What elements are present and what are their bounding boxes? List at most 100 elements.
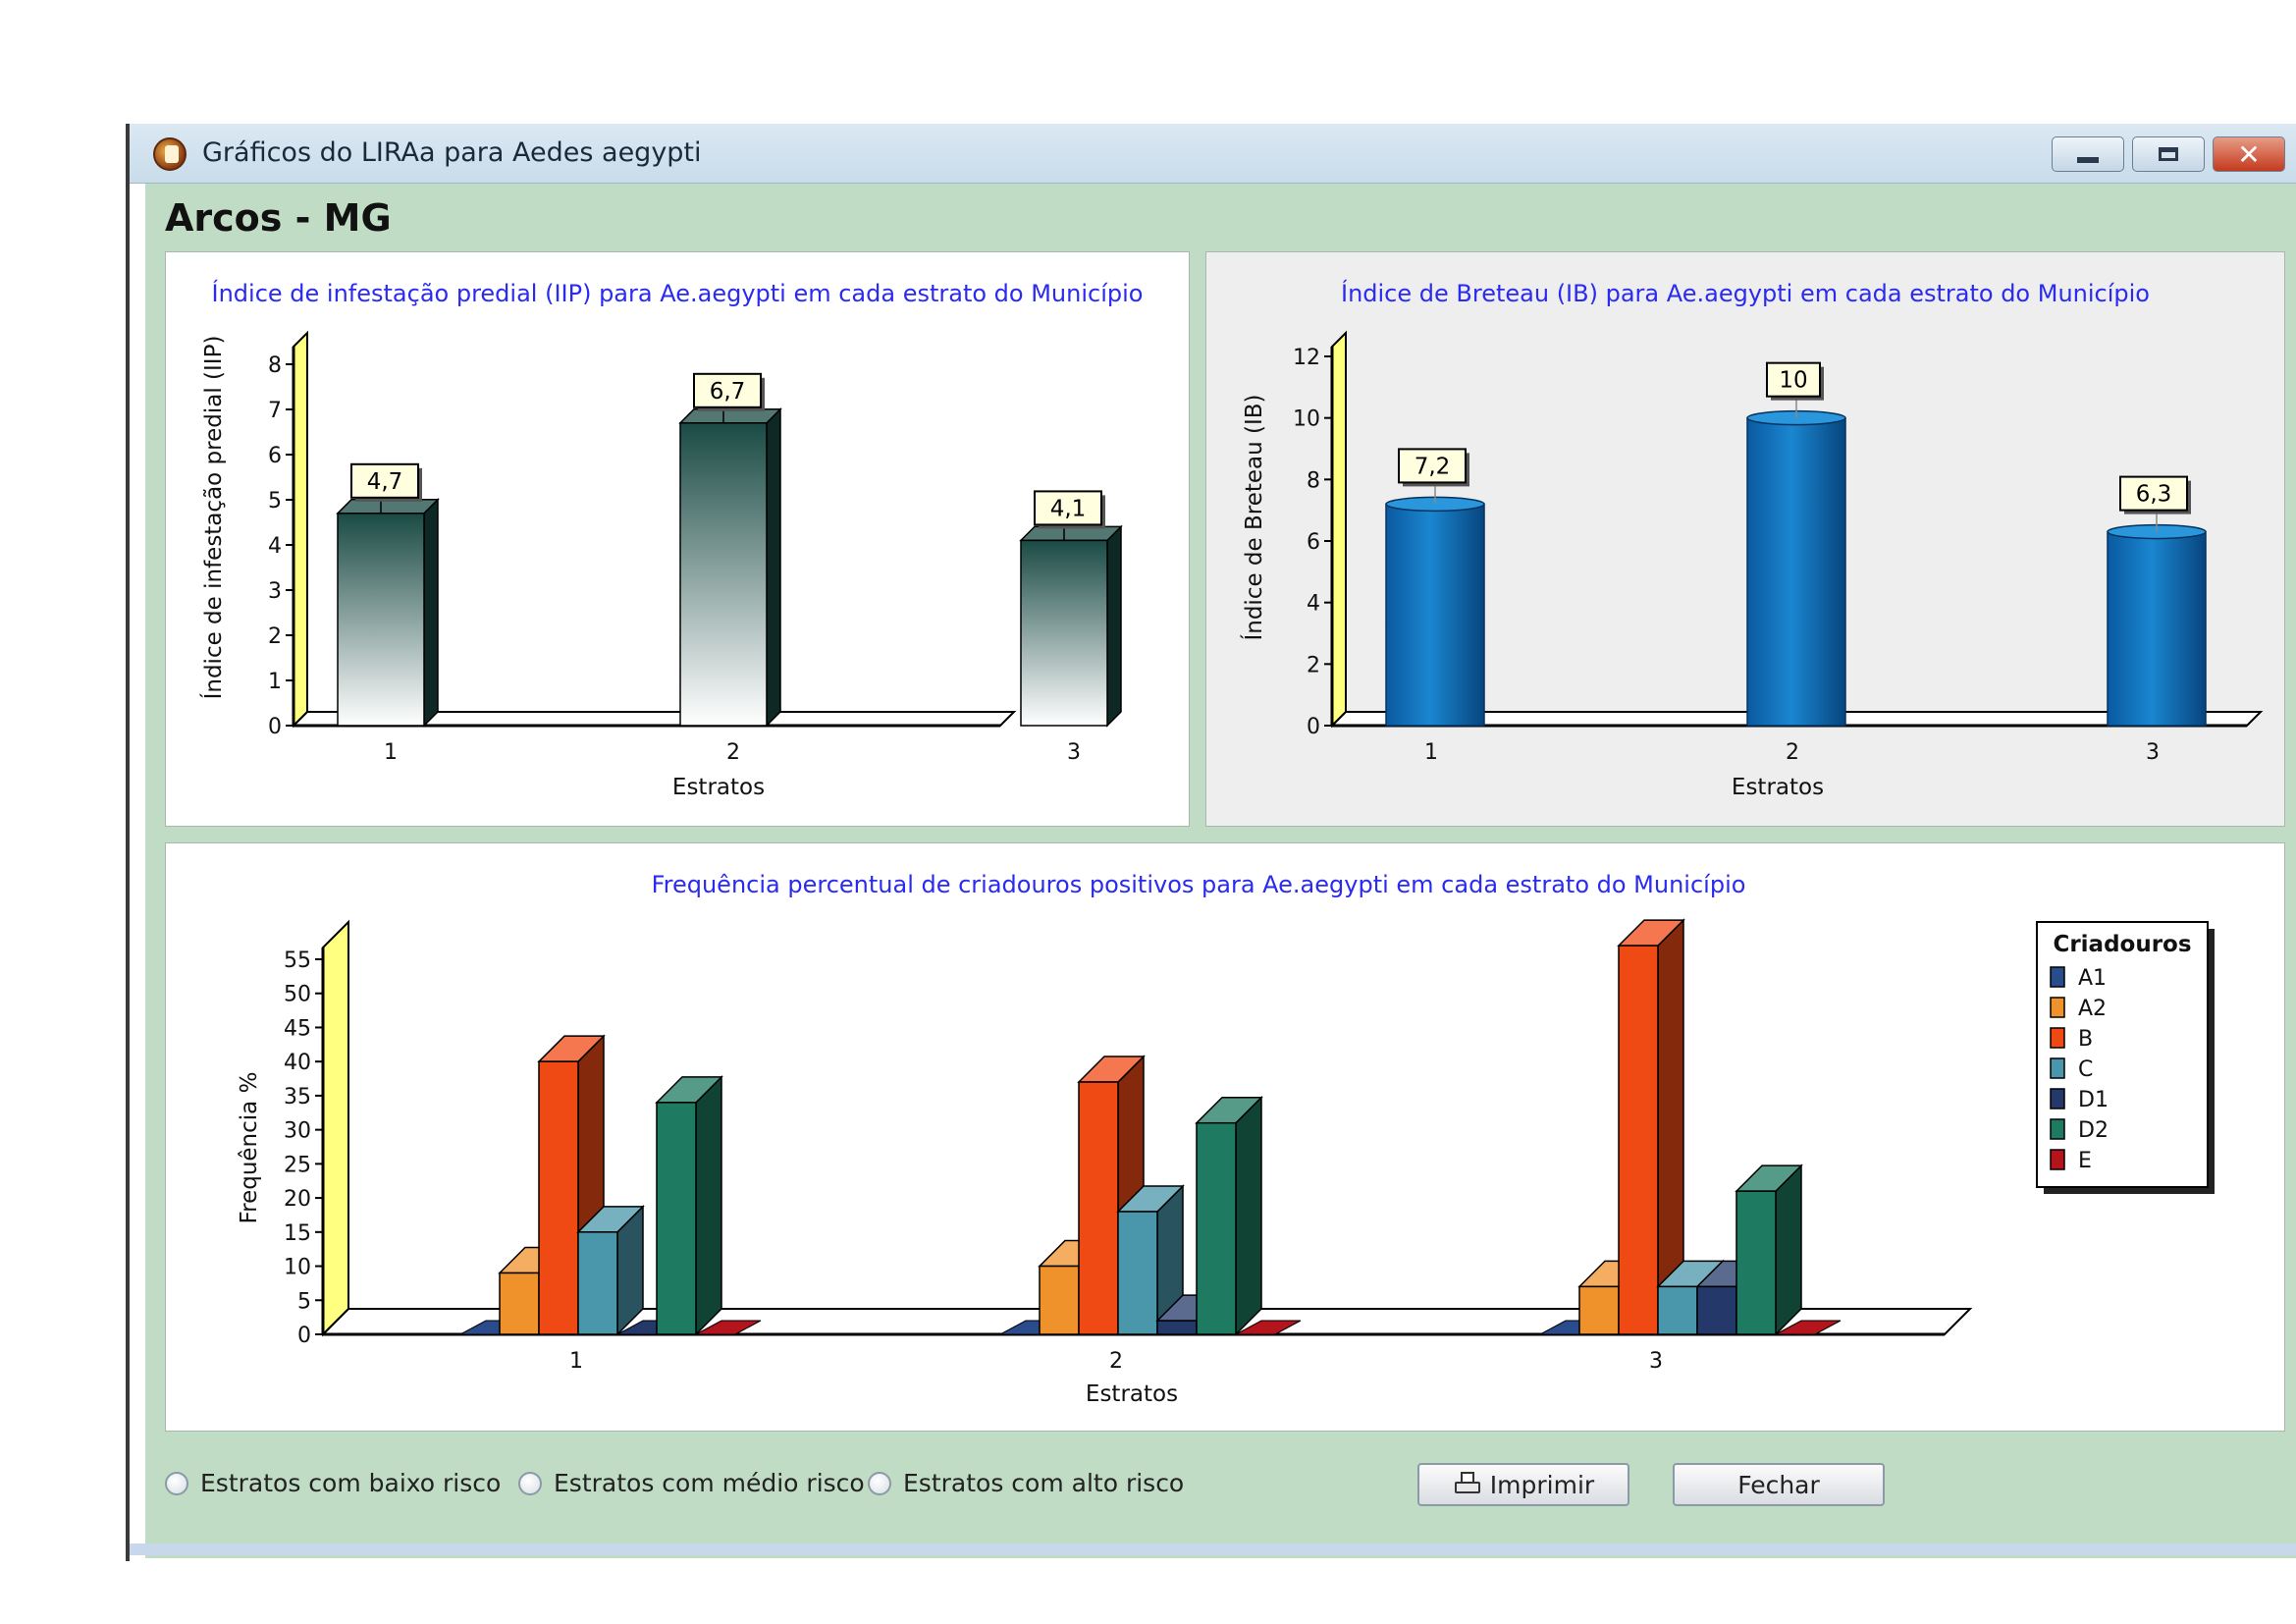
radio-circle[interactable] [518,1471,542,1495]
window-border [126,124,130,1561]
x-tick-label: 2 [1786,740,1799,765]
y-tick-label: 0 [1307,715,1320,739]
maximize-icon [2159,147,2178,161]
bar [1735,1190,1777,1335]
y-tick-label: 15 [284,1221,311,1246]
legend-swatch [2050,1057,2065,1079]
y-tick-label: 8 [268,353,282,378]
value-label: 6,7 [710,379,746,405]
x-tick-label: 3 [2146,740,2160,765]
legend-swatch [2050,1118,2065,1140]
legend-item: A2 [2078,997,2107,1021]
x-tick-label: 1 [384,740,398,765]
x-tick-label: 3 [1649,1349,1663,1374]
y-tick-label: 5 [297,1289,311,1314]
legend-item: C [2078,1057,2093,1082]
chart-back-wall [293,330,308,729]
value-label-box [1766,361,1821,398]
y-tick-label: 10 [1293,407,1320,432]
y-tick-label: 8 [1307,468,1320,493]
y-tick-label: 20 [284,1187,311,1212]
bar-top [678,408,782,424]
legend [2036,921,2209,1188]
value-label: 4,7 [367,469,403,495]
app-logo-icon [153,137,187,171]
bar [1746,416,1846,727]
chart-title: Frequência percentual de criadouros posi… [652,871,1746,898]
value-label-box [1034,490,1102,526]
legend-swatch [2050,966,2065,988]
value-label: 7,2 [1415,454,1451,479]
y-tick-label: 30 [284,1119,311,1144]
radio-low-risk-label: Estratos com baixo risco [200,1469,502,1497]
legend-swatch [2050,1149,2065,1170]
y-tick-label: 25 [284,1153,311,1177]
y-tick-label: 0 [297,1324,311,1348]
radio-medium-risk[interactable]: Estratos com médio risco [518,1469,865,1497]
radio-low-risk[interactable]: Estratos com baixo risco [165,1469,501,1497]
print-button-label: Imprimir [1489,1470,1595,1499]
legend-item: E [2078,1149,2092,1173]
printer-icon [1453,1472,1482,1497]
bar-top [336,499,440,514]
y-tick-label: 2 [1307,653,1320,677]
minimize-icon [2077,157,2099,163]
value-label-box [693,372,762,408]
bar-zero [1235,1320,1302,1335]
maximize-button[interactable] [2132,136,2205,172]
y-tick-label: 3 [268,579,282,604]
radio-circle[interactable] [868,1471,891,1495]
bar [1020,539,1108,727]
x-tick-label: 1 [1424,740,1438,765]
iip-chart-panel: Índice de infestação predial (IIP) para … [165,251,1190,827]
window-bottom-border [130,1543,2296,1555]
close-window-button[interactable]: ✕ [2213,136,2285,172]
bar [2107,530,2207,727]
y-tick-label: 55 [284,948,311,973]
bar [1117,1211,1158,1335]
minimize-button[interactable] [2052,136,2124,172]
bar-side [1235,1095,1262,1336]
legend-item: D2 [2078,1118,2109,1143]
print-button[interactable]: Imprimir [1417,1463,1629,1506]
bar [656,1102,697,1335]
ib-chart: Índice de Breteau (IB) para Ae.aegypti e… [1240,279,2264,800]
y-tick-label: 50 [284,983,311,1007]
x-tick-label: 2 [726,740,740,765]
title-bar[interactable]: Gráficos do LIRAa para Aedes aegypti ✕ [130,124,2296,184]
legend-item: B [2078,1027,2093,1052]
value-label-box [1398,448,1467,484]
bar [1078,1081,1119,1335]
y-tick-label: 45 [284,1016,311,1041]
y-axis-title: Índice de infestação predial (IIP) [199,336,227,700]
legend-title: Criadouros [2053,932,2191,957]
legend-item: A1 [2078,966,2107,991]
value-label-box [350,462,419,499]
chart-back-wall [322,919,349,1337]
radio-circle[interactable] [165,1471,188,1495]
x-axis-title: Estratos [1732,775,1824,800]
x-tick-label: 1 [569,1349,583,1374]
y-tick-label: 40 [284,1051,311,1075]
bar [679,422,768,727]
close-button[interactable]: Fechar [1673,1463,1885,1506]
bar-top [1019,525,1123,542]
y-tick-label: 1 [268,670,282,694]
y-tick-label: 10 [284,1256,311,1280]
y-tick-label: 5 [268,489,282,514]
chart-back-wall [1331,330,1347,729]
bar [1657,1285,1698,1335]
y-tick-label: 7 [268,399,282,423]
bar [499,1272,540,1335]
y-tick-label: 0 [268,715,282,739]
bar-zero [695,1320,762,1335]
y-axis-title: Índice de Breteau (IB) [1240,394,1267,640]
y-tick-label: 35 [284,1085,311,1110]
y-tick-label: 6 [268,444,282,468]
bar-side [1106,524,1122,728]
radio-high-risk[interactable]: Estratos com alto risco [868,1469,1184,1497]
frequency-chart: Frequência percentual de criadouros posi… [237,871,2215,1407]
page-title: Arcos - MG [165,196,392,240]
x-tick-label: 3 [1067,740,1081,765]
bar [337,513,425,727]
